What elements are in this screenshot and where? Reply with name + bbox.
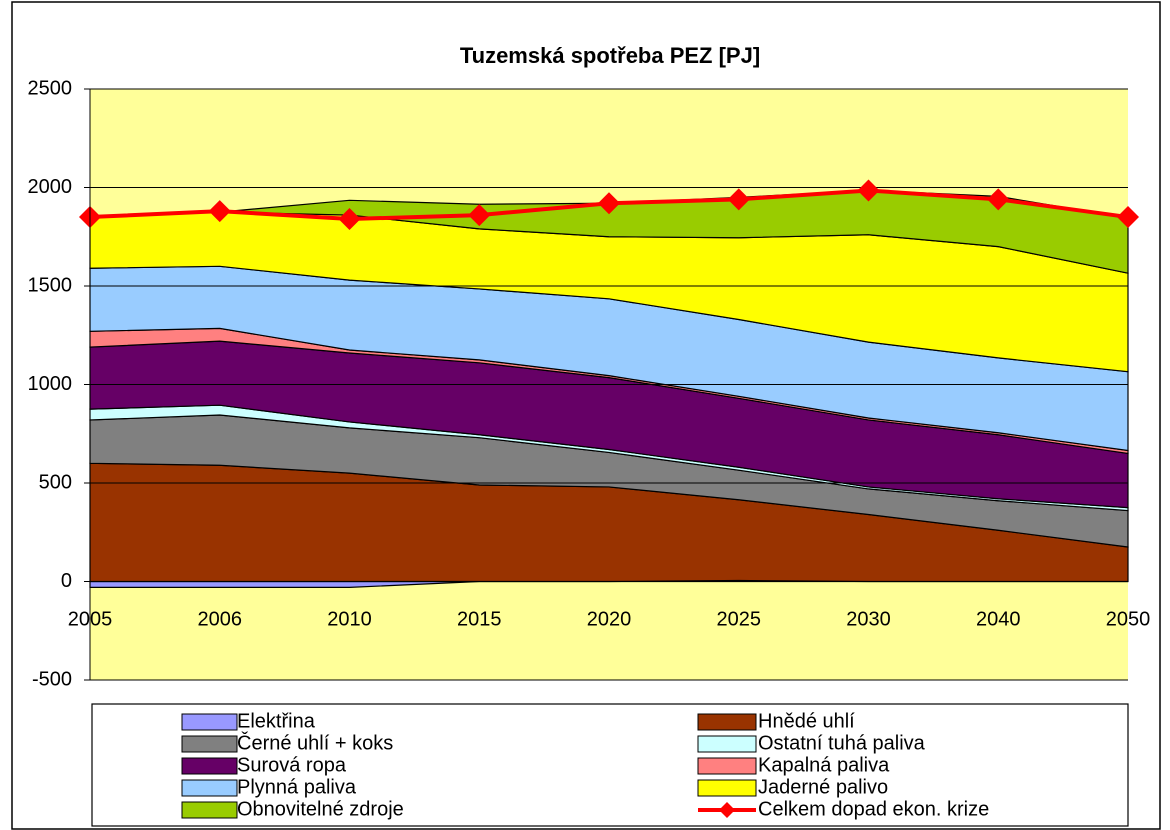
x-tick-label: 2030 bbox=[846, 608, 891, 630]
x-tick-label: 2010 bbox=[327, 608, 372, 630]
chart-title: Tuzemská spotřeba PEZ [PJ] bbox=[460, 43, 760, 68]
legend-swatch bbox=[181, 801, 238, 819]
marker bbox=[468, 204, 491, 227]
marker bbox=[598, 192, 620, 215]
x-tick-label: 2050 bbox=[1106, 608, 1151, 630]
y-tick-label: 2500 bbox=[28, 77, 73, 99]
legend-swatch bbox=[181, 779, 238, 797]
x-tick-label: 2005 bbox=[68, 608, 113, 630]
x-tick-label: 2020 bbox=[587, 608, 632, 630]
y-tick-label: 2000 bbox=[28, 176, 73, 198]
legend-label: Plynná paliva bbox=[237, 776, 357, 798]
legend-swatch bbox=[697, 757, 757, 775]
legend-swatch bbox=[697, 779, 757, 797]
y-tick-label: 1500 bbox=[28, 274, 73, 296]
legend-label: Ostatní tuhá paliva bbox=[758, 732, 926, 754]
legend-label: Hnědé uhlí bbox=[758, 710, 855, 732]
marker bbox=[338, 208, 361, 231]
x-tick-label: 2025 bbox=[717, 608, 762, 630]
legend-swatch bbox=[697, 713, 757, 731]
marker bbox=[727, 188, 750, 211]
y-tick-label: 500 bbox=[39, 471, 72, 493]
legend-swatch bbox=[181, 713, 238, 731]
marker bbox=[987, 188, 1010, 211]
legend-label: Jaderné palivo bbox=[758, 776, 888, 798]
y-tick-label: 1000 bbox=[28, 373, 73, 395]
legend-label: Surová ropa bbox=[237, 754, 347, 776]
x-tick-label: 2040 bbox=[976, 608, 1021, 630]
y-tick-label: -500 bbox=[32, 668, 72, 690]
legend-label: Kapalná paliva bbox=[758, 754, 890, 776]
legend-swatch bbox=[697, 735, 757, 753]
legend-label: Celkem dopad ekon. krize bbox=[758, 798, 989, 820]
y-tick-label: 0 bbox=[61, 570, 72, 592]
x-tick-label: 2015 bbox=[457, 608, 502, 630]
legend-label: Obnovitelné zdroje bbox=[237, 798, 404, 820]
marker bbox=[1117, 206, 1139, 229]
marker bbox=[857, 179, 880, 202]
x-tick-label: 2006 bbox=[198, 608, 243, 630]
legend-label: Černé uhlí + koks bbox=[237, 731, 393, 754]
legend-swatch bbox=[181, 735, 238, 753]
legend-label: Elektřina bbox=[237, 710, 316, 732]
marker bbox=[208, 200, 231, 223]
legend-swatch bbox=[181, 757, 238, 775]
legend bbox=[91, 703, 1129, 827]
legend-marker bbox=[719, 802, 735, 818]
